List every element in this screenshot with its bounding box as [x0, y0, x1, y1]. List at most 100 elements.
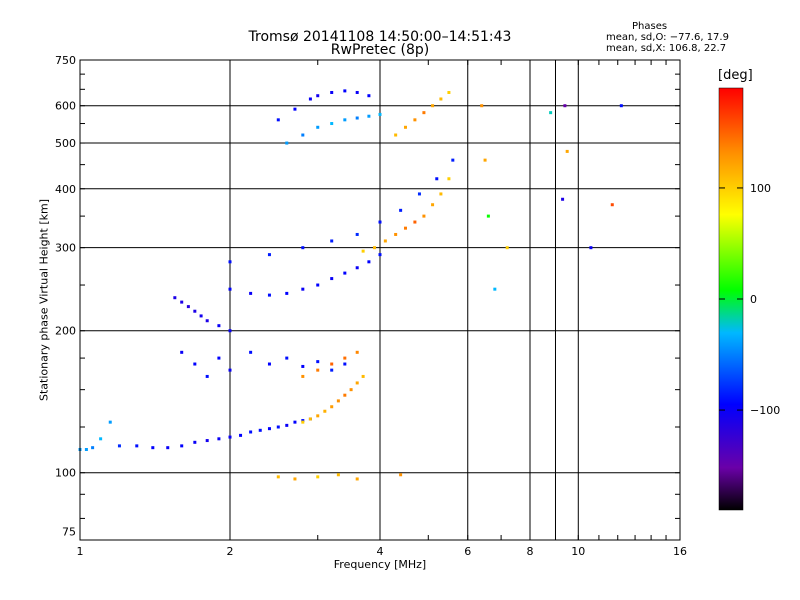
- data-point: [285, 423, 289, 427]
- data-point: [355, 381, 359, 385]
- data-point: [301, 287, 305, 291]
- data-point: [378, 220, 382, 224]
- data-point: [84, 447, 88, 451]
- data-point: [228, 287, 232, 291]
- data-point: [483, 158, 487, 162]
- x-tick-label: 10: [571, 545, 585, 558]
- data-point: [619, 104, 623, 108]
- data-point: [486, 214, 490, 218]
- data-point: [330, 122, 334, 126]
- data-point: [316, 414, 320, 418]
- data-point: [228, 368, 232, 372]
- data-point: [435, 177, 439, 181]
- data-point: [451, 158, 455, 162]
- y-tick-label: 75: [62, 526, 76, 539]
- y-tick-label: 200: [55, 325, 76, 338]
- data-point: [355, 266, 359, 270]
- data-point: [316, 368, 320, 372]
- data-point: [285, 291, 289, 295]
- data-point: [355, 477, 359, 481]
- data-point: [301, 420, 305, 424]
- data-point: [361, 249, 365, 253]
- data-point: [99, 437, 103, 441]
- colorbar-unit: [deg]: [718, 68, 753, 83]
- data-point: [267, 253, 271, 257]
- data-point: [367, 114, 371, 118]
- data-point: [343, 356, 347, 360]
- data-point: [228, 435, 232, 439]
- data-point: [316, 283, 320, 287]
- data-point: [267, 293, 271, 297]
- data-point: [378, 112, 382, 116]
- data-point: [413, 220, 417, 224]
- data-point: [336, 399, 340, 403]
- y-tick-label: 600: [55, 100, 76, 113]
- data-point: [316, 94, 320, 98]
- data-point: [267, 427, 271, 431]
- phases-x-stats: mean, sd,X: 106.8, 22.7: [606, 43, 727, 54]
- y-tick-label: 500: [55, 137, 76, 150]
- data-point: [343, 362, 347, 366]
- data-point: [373, 246, 377, 250]
- data-point: [447, 177, 451, 181]
- data-point: [308, 97, 312, 101]
- phases-o-stats: mean, sd,O: −77.6, 17.9: [606, 32, 729, 43]
- data-point: [493, 287, 497, 291]
- colorbar-tick-label: −100: [750, 404, 780, 417]
- data-point: [343, 89, 347, 93]
- data-point: [399, 208, 403, 212]
- data-point: [422, 214, 426, 218]
- data-point: [249, 350, 253, 354]
- colorbar-tick-label: 100: [750, 182, 771, 195]
- data-point: [293, 107, 297, 111]
- data-point: [301, 364, 305, 368]
- data-point: [330, 239, 334, 243]
- y-tick-label: 400: [55, 183, 76, 196]
- data-point: [447, 90, 451, 94]
- data-point: [308, 417, 312, 421]
- data-point: [422, 111, 426, 115]
- data-point: [301, 419, 305, 423]
- data-point: [610, 203, 614, 207]
- data-point: [330, 277, 334, 281]
- data-point: [193, 440, 197, 444]
- data-point: [394, 133, 398, 137]
- data-point: [336, 473, 340, 477]
- data-point: [355, 90, 359, 94]
- chart-subtitle: RwPretec (8p): [330, 42, 430, 58]
- data-point: [293, 420, 297, 424]
- data-point: [399, 473, 403, 477]
- data-point: [276, 425, 280, 429]
- data-point: [276, 475, 280, 479]
- data-point: [193, 309, 197, 313]
- data-point: [217, 324, 221, 328]
- data-point: [199, 314, 203, 318]
- data-point: [417, 192, 421, 196]
- data-point: [549, 111, 553, 115]
- data-point: [267, 362, 271, 366]
- x-tick-label: 6: [464, 545, 471, 558]
- y-tick-label: 300: [55, 242, 76, 255]
- data-point: [217, 437, 221, 441]
- data-point: [394, 232, 398, 236]
- data-point: [186, 305, 190, 309]
- data-point: [205, 439, 209, 443]
- data-point: [323, 409, 327, 413]
- y-tick-label: 750: [55, 54, 76, 67]
- data-point: [383, 239, 387, 243]
- data-point: [205, 374, 209, 378]
- data-point: [166, 446, 170, 450]
- data-point: [330, 90, 334, 94]
- data-point: [285, 356, 289, 360]
- data-point: [343, 271, 347, 275]
- data-point: [91, 446, 95, 450]
- data-point: [343, 118, 347, 122]
- data-point: [439, 97, 443, 101]
- x-tick-label: 8: [527, 545, 534, 558]
- data-point: [367, 260, 371, 264]
- x-axis-label: Frequency [MHz]: [333, 558, 427, 571]
- data-point: [505, 246, 509, 250]
- data-point: [565, 149, 569, 153]
- data-point: [439, 192, 443, 196]
